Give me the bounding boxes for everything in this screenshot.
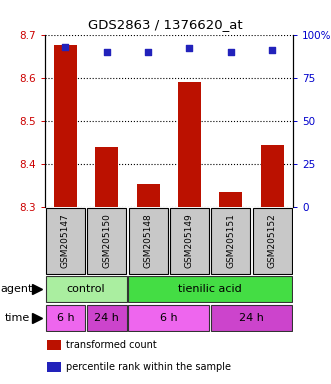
- Bar: [128, 305, 209, 331]
- Point: [187, 45, 192, 51]
- Bar: [54, 45, 77, 207]
- Text: GSM205149: GSM205149: [185, 214, 194, 268]
- Bar: [47, 339, 61, 349]
- Text: 6 h: 6 h: [160, 313, 178, 323]
- Point: [104, 49, 109, 55]
- Text: percentile rank within the sample: percentile rank within the sample: [66, 362, 231, 372]
- Bar: [46, 305, 85, 331]
- Text: agent: agent: [1, 284, 33, 294]
- Text: tienilic acid: tienilic acid: [178, 284, 242, 294]
- Text: control: control: [67, 284, 105, 294]
- Bar: [95, 147, 118, 207]
- Bar: [261, 145, 284, 207]
- Bar: [87, 305, 126, 331]
- Text: transformed count: transformed count: [66, 339, 157, 350]
- Text: GSM205150: GSM205150: [102, 214, 111, 268]
- Bar: [87, 208, 126, 274]
- Bar: [178, 82, 201, 207]
- Bar: [137, 184, 160, 207]
- Bar: [219, 192, 242, 207]
- Bar: [128, 276, 292, 302]
- Bar: [46, 276, 126, 302]
- Text: GSM205152: GSM205152: [268, 214, 277, 268]
- Text: GSM205151: GSM205151: [226, 214, 235, 268]
- Bar: [253, 208, 292, 274]
- Bar: [46, 208, 85, 274]
- Bar: [211, 305, 292, 331]
- Bar: [170, 208, 209, 274]
- Point: [63, 43, 68, 50]
- Bar: [47, 362, 61, 372]
- Text: 24 h: 24 h: [239, 313, 264, 323]
- Point: [269, 47, 275, 53]
- Text: 24 h: 24 h: [94, 313, 119, 323]
- Text: time: time: [4, 313, 29, 323]
- Text: 6 h: 6 h: [57, 313, 74, 323]
- Point: [146, 49, 151, 55]
- Text: GDS2863 / 1376620_at: GDS2863 / 1376620_at: [88, 18, 243, 31]
- Bar: [129, 208, 167, 274]
- Bar: [212, 208, 250, 274]
- Text: GSM205147: GSM205147: [61, 214, 70, 268]
- Point: [228, 49, 234, 55]
- Text: GSM205148: GSM205148: [144, 214, 153, 268]
